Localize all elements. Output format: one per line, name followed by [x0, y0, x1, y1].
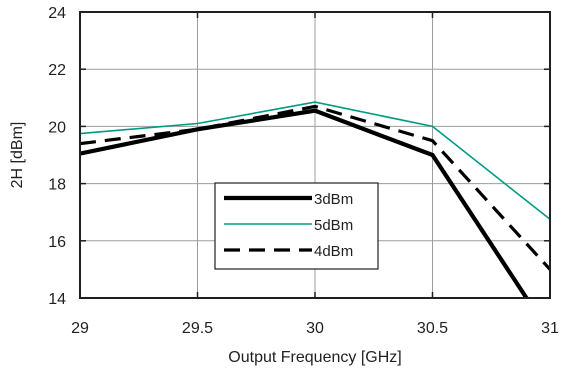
- y-tick-label: 24: [48, 5, 66, 22]
- tick-labels: 29 29.5 30 30.5 31 14 16 18 20 22 24: [48, 5, 559, 337]
- x-tick-label: 29.5: [182, 320, 213, 337]
- x-tick-label: 30: [306, 320, 324, 337]
- y-tick-label: 16: [48, 234, 66, 251]
- legend-label-5dbm: 5dBm: [314, 217, 353, 234]
- y-tick-label: 22: [48, 62, 66, 79]
- legend: 3dBm 5dBm 4dBm: [214, 182, 379, 270]
- legend-label-4dbm: 4dBm: [314, 243, 353, 260]
- series-line-4dbm: [80, 104, 550, 271]
- y-tick-label: 14: [48, 291, 66, 308]
- axis-ticks: [79, 11, 551, 299]
- y-tick-label: 20: [48, 119, 66, 136]
- series-line-5dbm: [80, 101, 550, 220]
- x-axis-label: Output Frequency [GHz]: [228, 349, 401, 366]
- x-tick-label: 30.5: [417, 320, 448, 337]
- legend-label-3dbm: 3dBm: [314, 191, 353, 208]
- series-line-3dbm: [80, 108, 529, 298]
- series-lines: [80, 101, 550, 298]
- y-tick-label: 18: [48, 177, 66, 194]
- y-axis-label: 2H [dBm]: [9, 122, 26, 189]
- x-tick-label: 31: [541, 320, 559, 337]
- x-tick-label: 29: [71, 320, 89, 337]
